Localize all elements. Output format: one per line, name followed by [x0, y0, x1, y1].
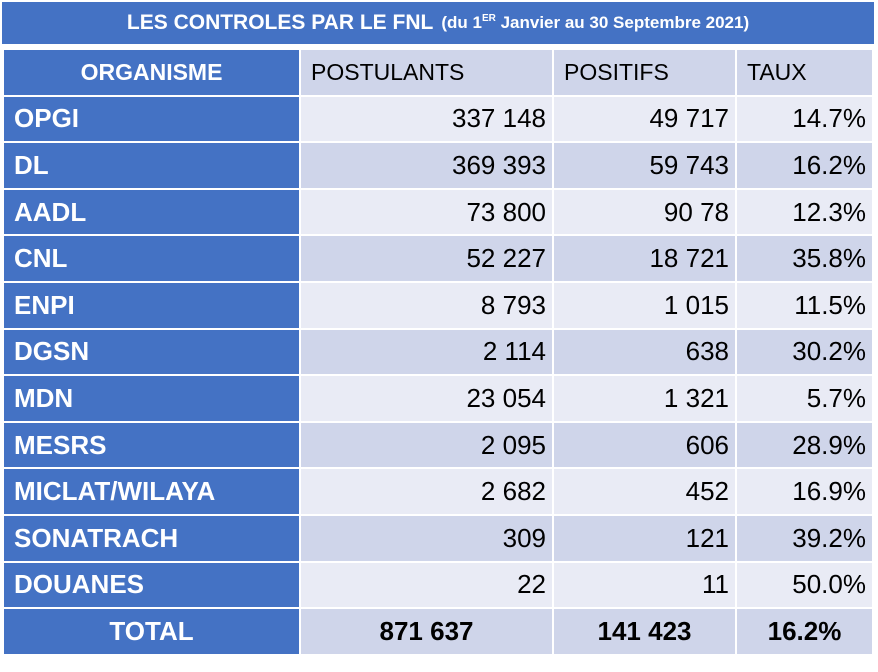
organisme-cell: SONATRACH: [4, 515, 299, 561]
postulants-cell: 23 054: [301, 376, 552, 421]
title-sub: (du 1ER Janvier au 30 Septembre 2021): [441, 13, 749, 33]
organisme-cell: DGSN: [4, 329, 299, 375]
header-positifs: POSITIFS: [554, 50, 735, 95]
positifs-cell: 452: [554, 469, 735, 514]
postulants-cell: 73 800: [301, 189, 552, 235]
header-organisme: ORGANISME: [4, 50, 299, 95]
positifs-cell: 638: [554, 329, 735, 375]
title-bar: LES CONTROLES PAR LE FNL (du 1ER Janvier…: [2, 2, 874, 44]
organisme-cell: DOUANES: [4, 562, 299, 608]
taux-cell: 16.2%: [737, 143, 872, 188]
organisme-cell: OPGI: [4, 96, 299, 142]
title-sub-superscript: ER: [481, 13, 496, 24]
postulants-cell: 369 393: [301, 143, 552, 188]
positifs-cell: 90 78: [554, 189, 735, 235]
table-row: MICLAT/WILAYA 2 682 452 16.9%: [4, 469, 872, 514]
taux-cell: 50.0%: [737, 562, 872, 608]
taux-cell: 16.9%: [737, 469, 872, 514]
table-row: ENPI 8 793 1 015 11.5%: [4, 282, 872, 328]
positifs-cell: 606: [554, 422, 735, 468]
title-sub-prefix: (du 1: [441, 13, 482, 32]
header-taux: TAUX: [737, 50, 872, 95]
table-row: AADL 73 800 90 78 12.3%: [4, 189, 872, 235]
positifs-cell: 11: [554, 562, 735, 608]
total-positifs: 141 423: [554, 609, 735, 654]
postulants-cell: 2 095: [301, 422, 552, 468]
organisme-cell: MDN: [4, 376, 299, 421]
controls-table: ORGANISME POSTULANTS POSITIFS TAUX OPGI …: [2, 48, 874, 656]
taux-cell: 35.8%: [737, 236, 872, 281]
postulants-cell: 22: [301, 562, 552, 608]
header-row: ORGANISME POSTULANTS POSITIFS TAUX: [4, 50, 872, 95]
organisme-cell: AADL: [4, 189, 299, 235]
table-row: DGSN 2 114 638 30.2%: [4, 329, 872, 375]
positifs-cell: 121: [554, 515, 735, 561]
taux-cell: 28.9%: [737, 422, 872, 468]
organisme-cell: MESRS: [4, 422, 299, 468]
taux-cell: 11.5%: [737, 282, 872, 328]
postulants-cell: 309: [301, 515, 552, 561]
table-row: DOUANES 22 11 50.0%: [4, 562, 872, 608]
header-postulants: POSTULANTS: [301, 50, 552, 95]
table-row: CNL 52 227 18 721 35.8%: [4, 236, 872, 281]
taux-cell: 14.7%: [737, 96, 872, 142]
taux-cell: 30.2%: [737, 329, 872, 375]
positifs-cell: 59 743: [554, 143, 735, 188]
table-row: SONATRACH 309 121 39.2%: [4, 515, 872, 561]
positifs-cell: 1 321: [554, 376, 735, 421]
organisme-cell: DL: [4, 143, 299, 188]
slide: LES CONTROLES PAR LE FNL (du 1ER Janvier…: [2, 2, 874, 656]
total-postulants: 871 637: [301, 609, 552, 654]
title-sub-suffix: Janvier au 30 Septembre 2021): [495, 13, 750, 32]
taux-cell: 12.3%: [737, 189, 872, 235]
postulants-cell: 52 227: [301, 236, 552, 281]
positifs-cell: 49 717: [554, 96, 735, 142]
title-main: LES CONTROLES PAR LE FNL: [126, 11, 434, 34]
positifs-cell: 1 015: [554, 282, 735, 328]
positifs-cell: 18 721: [554, 236, 735, 281]
total-label: TOTAL: [4, 609, 299, 654]
postulants-cell: 2 114: [301, 329, 552, 375]
organisme-cell: ENPI: [4, 282, 299, 328]
total-row: TOTAL 871 637 141 423 16.2%: [4, 609, 872, 654]
table-row: OPGI 337 148 49 717 14.7%: [4, 96, 872, 142]
table-row: MDN 23 054 1 321 5.7%: [4, 376, 872, 421]
total-taux: 16.2%: [737, 609, 872, 654]
table-row: MESRS 2 095 606 28.9%: [4, 422, 872, 468]
taux-cell: 5.7%: [737, 376, 872, 421]
table-row: DL 369 393 59 743 16.2%: [4, 143, 872, 188]
postulants-cell: 2 682: [301, 469, 552, 514]
postulants-cell: 8 793: [301, 282, 552, 328]
organisme-cell: MICLAT/WILAYA: [4, 469, 299, 514]
organisme-cell: CNL: [4, 236, 299, 281]
taux-cell: 39.2%: [737, 515, 872, 561]
postulants-cell: 337 148: [301, 96, 552, 142]
